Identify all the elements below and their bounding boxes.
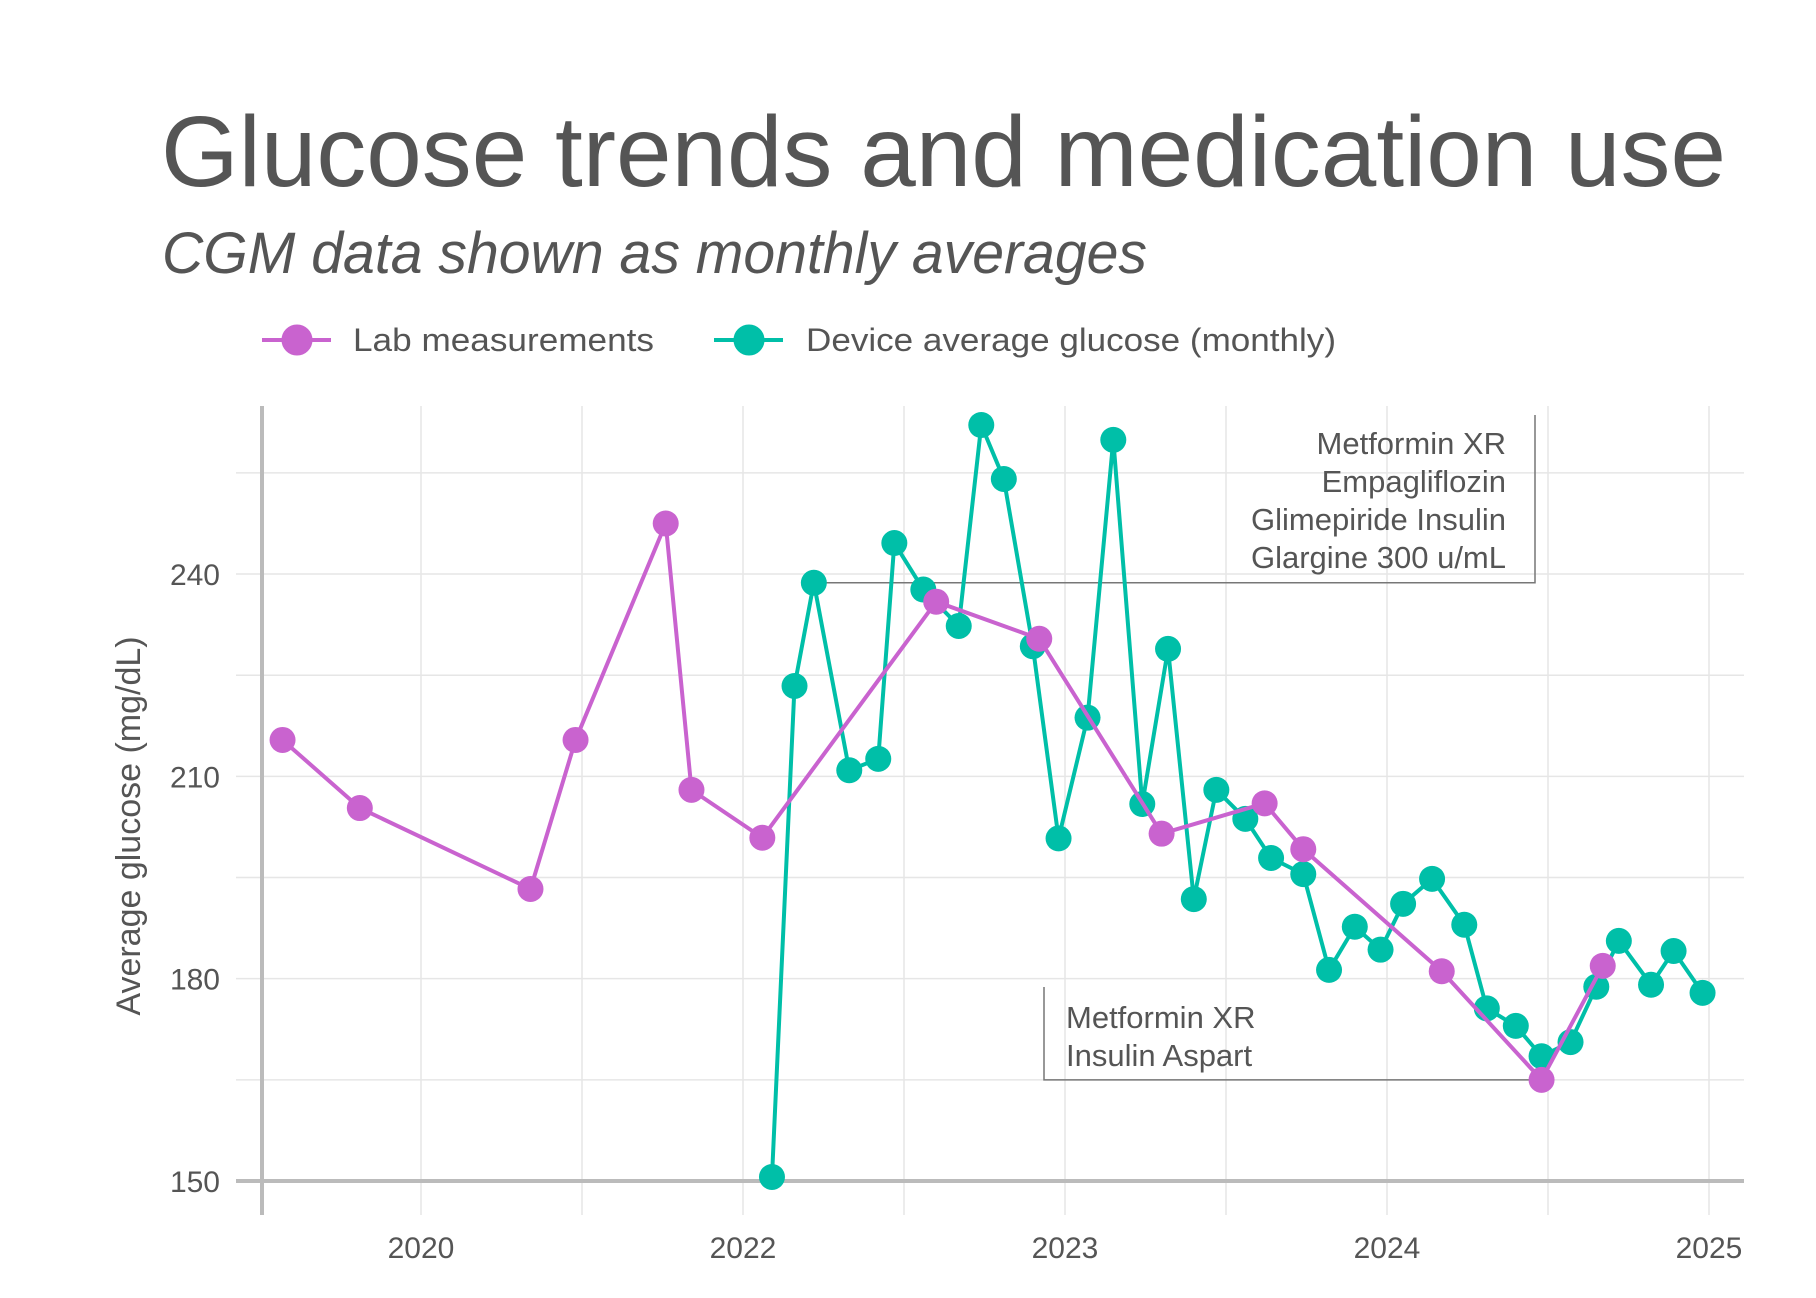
annotation-text: Glimepiride Insulin — [1251, 502, 1506, 537]
chart-subtitle: CGM data shown as monthly averages — [162, 221, 1147, 286]
data-point-lab — [678, 776, 705, 803]
data-point-device — [1258, 844, 1285, 871]
legend-item-device[interactable]: Device average glucose (monthly) — [714, 322, 1336, 358]
y-tick-label: 150 — [170, 1166, 220, 1199]
data-point-device — [968, 411, 995, 438]
annotation-text: Glargine 300 u/mL — [1251, 540, 1506, 575]
x-tick-label: 2020 — [388, 1232, 455, 1265]
data-point-lab — [562, 726, 589, 753]
data-point-device — [1605, 927, 1632, 954]
data-point-lab — [1251, 790, 1278, 817]
data-point-lab — [1428, 958, 1455, 985]
data-point-device — [1155, 635, 1182, 662]
data-point-device — [1419, 865, 1446, 892]
data-point-device — [1180, 886, 1207, 913]
data-point-device — [990, 465, 1017, 492]
annotation-text: Metformin XR — [1066, 1000, 1255, 1035]
data-point-device — [1341, 913, 1368, 940]
data-point-device — [800, 569, 827, 596]
data-point-device — [1367, 936, 1394, 963]
data-point-lab — [1290, 836, 1317, 863]
data-point-device — [865, 745, 892, 772]
y-tick-label: 180 — [170, 964, 220, 997]
annotation-connector — [813, 415, 1536, 584]
data-point-lab — [517, 875, 544, 902]
y-tick-label: 210 — [170, 761, 220, 794]
data-point-device — [1290, 861, 1317, 888]
x-tick-label: 2025 — [1676, 1232, 1743, 1265]
data-point-device — [781, 672, 808, 699]
data-point-device — [1638, 971, 1665, 998]
data-point-device — [1451, 911, 1478, 938]
data-point-lab — [346, 795, 373, 822]
legend-label-device: Device average glucose (monthly) — [806, 322, 1336, 358]
annotation-text: Metformin XR — [1317, 426, 1506, 461]
annotation-connector — [1043, 987, 1542, 1081]
x-tick-label: 2024 — [1354, 1232, 1421, 1265]
legend-marker-lab — [281, 324, 313, 356]
legend-marker-device — [733, 324, 765, 356]
data-point-device — [1316, 956, 1343, 983]
annotation-text: Insulin Aspart — [1066, 1038, 1252, 1073]
data-point-device — [758, 1163, 785, 1190]
data-point-device — [1502, 1012, 1529, 1039]
data-point-lab — [1528, 1066, 1555, 1093]
series-marks — [269, 411, 1716, 1190]
data-point-device — [1100, 426, 1127, 453]
data-point-lab — [652, 510, 679, 537]
x-tick-label: 2023 — [1032, 1232, 1099, 1265]
axes: 150 180 210 240 2020 2022 2023 2024 2025 — [170, 406, 1744, 1265]
data-point-device — [1390, 890, 1417, 917]
gridlines — [236, 406, 1744, 1215]
data-point-device — [1203, 776, 1230, 803]
data-point-device — [836, 757, 863, 784]
y-axis-title: Average glucose (mg/dL) — [110, 636, 148, 1015]
data-point-device — [1660, 938, 1687, 965]
data-point-device — [881, 530, 908, 557]
data-point-device — [1528, 1043, 1555, 1070]
y-tick-label: 240 — [170, 559, 220, 592]
chart-title: Glucose trends and medication use — [161, 96, 1726, 208]
data-point-lab — [749, 824, 776, 851]
data-point-lab — [1589, 952, 1616, 979]
x-tick-label: 2022 — [710, 1232, 777, 1265]
data-point-device — [1045, 825, 1072, 852]
data-point-device — [1689, 979, 1716, 1006]
data-point-device — [945, 612, 972, 639]
data-point-lab — [269, 726, 296, 753]
data-point-lab — [1026, 625, 1053, 652]
legend-label-lab: Lab measurements — [353, 322, 654, 358]
data-point-lab — [923, 588, 950, 615]
data-point-lab — [1148, 820, 1175, 847]
legend: Lab measurements Device average glucose … — [262, 322, 1336, 358]
legend-item-lab[interactable]: Lab measurements — [262, 322, 654, 358]
annotation-text: Empagliflozin — [1322, 464, 1506, 499]
